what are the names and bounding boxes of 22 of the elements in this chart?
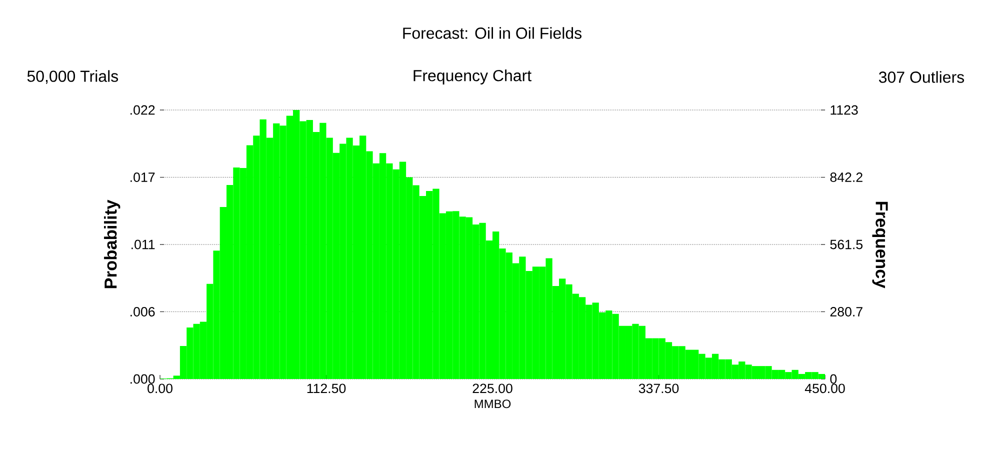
chart-title: Forecast: Oil in Oil Fields (403, 27, 582, 39)
x-tick-label: 450.00 (804, 384, 845, 394)
text: 50,000 Trials (27, 70, 118, 84)
y-tick-label: .017 (130, 172, 155, 182)
y2-tick-label: 280.7 (830, 307, 862, 316)
x-axis-title: MMBO (474, 400, 511, 408)
y2-axis-title: Frequency (872, 202, 888, 288)
x-tick-label: 112.50 (307, 384, 346, 394)
x-tick-label: 225.00 (472, 384, 512, 394)
y2-tick-label: 561.5 (830, 240, 863, 250)
y2-tick-label: 1123 (830, 105, 858, 115)
y-axis-title: Probability (104, 200, 120, 288)
y2-tick-label: 0 (830, 374, 837, 384)
y-tick-label: .006 (130, 307, 155, 316)
x-tick-label: 337.50 (638, 384, 679, 394)
y-tick-label: .000 (130, 374, 155, 384)
y-tick-label: .011 (132, 240, 155, 250)
y-tick-label: .022 (130, 105, 155, 115)
x-tick-label: 0.00 (148, 384, 172, 394)
y2-tick-label: 842.2 (830, 172, 862, 182)
text: 307 Outliers (878, 71, 964, 83)
chart-subtitle: Frequency Chart (414, 70, 532, 84)
